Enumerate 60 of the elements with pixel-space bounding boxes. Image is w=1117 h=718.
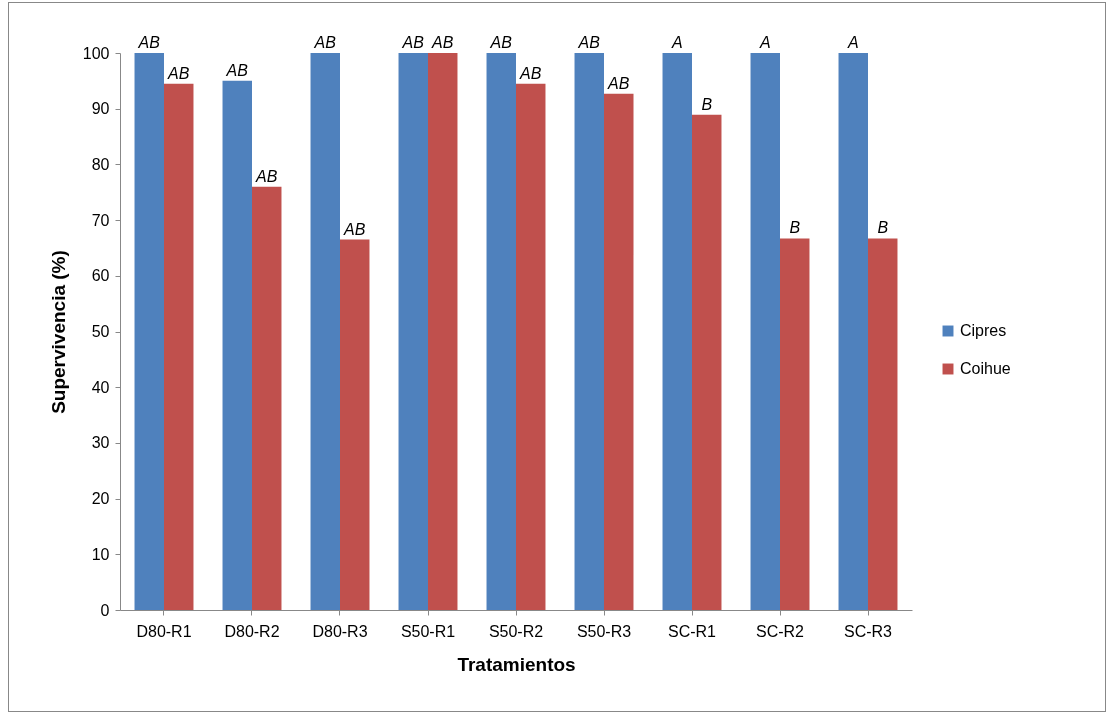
y-tick-label: 40	[91, 378, 110, 396]
bar	[780, 238, 810, 610]
x-tick-label: SC-R3	[843, 622, 893, 640]
data-label: B	[701, 95, 713, 113]
bar	[692, 114, 722, 610]
y-tick-label: 0	[100, 601, 110, 619]
bar	[134, 53, 164, 610]
legend-label: Coihue	[960, 360, 1011, 377]
y-tick-label: 10	[91, 545, 110, 563]
x-tick-label: D80-R3	[312, 622, 368, 640]
bar	[574, 53, 604, 610]
y-tick-label: 70	[91, 211, 110, 229]
data-label: B	[877, 219, 889, 237]
bar	[340, 239, 370, 610]
x-tick-label: SC-R2	[755, 622, 805, 640]
bar	[868, 238, 898, 610]
data-label: A	[670, 34, 683, 51]
bar	[750, 53, 780, 610]
bar	[252, 186, 282, 610]
data-label: AB	[489, 34, 513, 51]
bar	[398, 53, 428, 610]
bar	[164, 83, 194, 610]
y-tick-label: 30	[91, 434, 110, 452]
data-label: A	[758, 34, 771, 51]
data-label: AB	[225, 61, 249, 79]
y-tick-label: 80	[91, 155, 110, 173]
x-tick-label: S50-R2	[488, 622, 544, 640]
x-axis-title: Tratamientos	[457, 653, 576, 675]
data-label: AB	[343, 220, 366, 238]
y-tick-label: 60	[91, 267, 110, 285]
x-tick-label: D80-R1	[136, 622, 192, 640]
y-tick-label: 50	[91, 323, 110, 340]
x-tick-label: S50-R1	[400, 622, 456, 640]
bar	[310, 53, 340, 610]
bar	[516, 83, 546, 610]
x-tick-label: S50-R3	[576, 622, 632, 640]
data-label: A	[846, 34, 859, 51]
data-label: AB	[137, 34, 161, 51]
data-label: AB	[167, 64, 190, 82]
y-tick-label: 20	[91, 490, 110, 508]
data-label: AB	[313, 34, 337, 51]
data-label: AB	[255, 167, 278, 185]
data-label: AB	[577, 34, 601, 51]
legend-label: Cipres	[960, 322, 1007, 339]
bar	[604, 93, 634, 610]
data-label: AB	[607, 74, 630, 92]
data-label: B	[789, 219, 801, 237]
bar	[486, 53, 516, 610]
y-tick-label: 90	[91, 100, 110, 118]
bar	[838, 53, 868, 610]
y-tick-label: 100	[82, 44, 110, 62]
data-label: AB	[401, 34, 425, 51]
data-label: AB	[519, 64, 542, 82]
x-tick-label: SC-R1	[667, 622, 717, 640]
y-axis-title: Supervivencia (%)	[47, 250, 69, 414]
x-tick-label: D80-R2	[224, 622, 280, 640]
bar	[222, 80, 252, 610]
bar	[662, 53, 692, 610]
data-label: AB	[431, 34, 454, 51]
bar	[428, 53, 458, 610]
